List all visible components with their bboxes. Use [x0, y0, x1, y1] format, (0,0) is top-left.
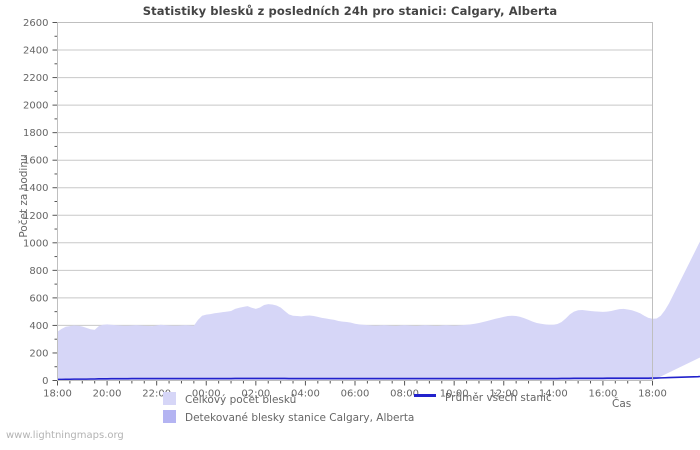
svg-text:1200: 1200 — [23, 211, 48, 222]
legend-item-average: Průměr všech stanic — [414, 392, 552, 404]
legend-swatch-station — [163, 410, 176, 423]
svg-text:800: 800 — [29, 266, 48, 277]
svg-text:08:00: 08:00 — [390, 389, 419, 400]
svg-text:200: 200 — [29, 348, 48, 359]
svg-text:600: 600 — [29, 293, 48, 304]
average-stations-line — [57, 375, 700, 381]
chart-legend: Celkový počet blesků Detekované blesky s… — [0, 392, 700, 432]
svg-text:16:00: 16:00 — [589, 389, 618, 400]
svg-text:02:00: 02:00 — [241, 389, 270, 400]
svg-text:20:00: 20:00 — [93, 389, 122, 400]
svg-text:18:00: 18:00 — [638, 389, 667, 400]
legend-item-total: Celkový počet blesků — [163, 392, 296, 406]
svg-text:00:00: 00:00 — [192, 389, 221, 400]
svg-text:1600: 1600 — [23, 156, 48, 167]
svg-text:1800: 1800 — [23, 128, 48, 139]
svg-text:22:00: 22:00 — [142, 389, 171, 400]
legend-swatch-total — [163, 392, 176, 405]
svg-text:0: 0 — [42, 376, 48, 387]
svg-text:12:00: 12:00 — [489, 389, 518, 400]
svg-text:400: 400 — [29, 321, 48, 332]
legend-line-average — [414, 394, 436, 397]
svg-text:1400: 1400 — [23, 183, 48, 194]
legend-label-station: Detekované blesky stanice Calgary, Alber… — [185, 412, 415, 424]
gridlines — [57, 22, 653, 354]
svg-text:04:00: 04:00 — [291, 389, 320, 400]
svg-text:1000: 1000 — [23, 238, 48, 249]
plot-frame — [57, 22, 653, 381]
x-axis-tick-labels: 18:00 20:00 22:00 00:00 02:00 04:00 06:00 08:00… — [43, 389, 667, 400]
svg-text:2400: 2400 — [23, 46, 48, 57]
x-axis-ticks — [57, 380, 653, 386]
y-axis-ticks — [52, 22, 58, 381]
svg-text:2000: 2000 — [23, 101, 48, 112]
legend-item-station: Detekované blesky stanice Calgary, Alber… — [163, 410, 414, 424]
svg-text:2200: 2200 — [23, 73, 48, 84]
svg-text:06:00: 06:00 — [341, 389, 370, 400]
svg-text:14:00: 14:00 — [539, 389, 568, 400]
svg-text:10:00: 10:00 — [440, 389, 469, 400]
chart-title: Statistiky blesků z posledních 24h pro s… — [142, 4, 558, 18]
legend-label-average: Průměr všech stanic — [445, 392, 552, 404]
total-lightning-area — [57, 241, 700, 381]
x-axis-label: Čas — [612, 398, 632, 410]
svg-text:2600: 2600 — [23, 18, 48, 29]
footer-credit: www.lightningmaps.org — [6, 430, 124, 441]
svg-text:18:00: 18:00 — [43, 389, 72, 400]
legend-label-total: Celkový počet blesků — [185, 394, 297, 406]
y-axis-tick-labels: 0 200 400 600 800 1000 1200 1400 1600 1800 2000 220… — [23, 18, 48, 387]
